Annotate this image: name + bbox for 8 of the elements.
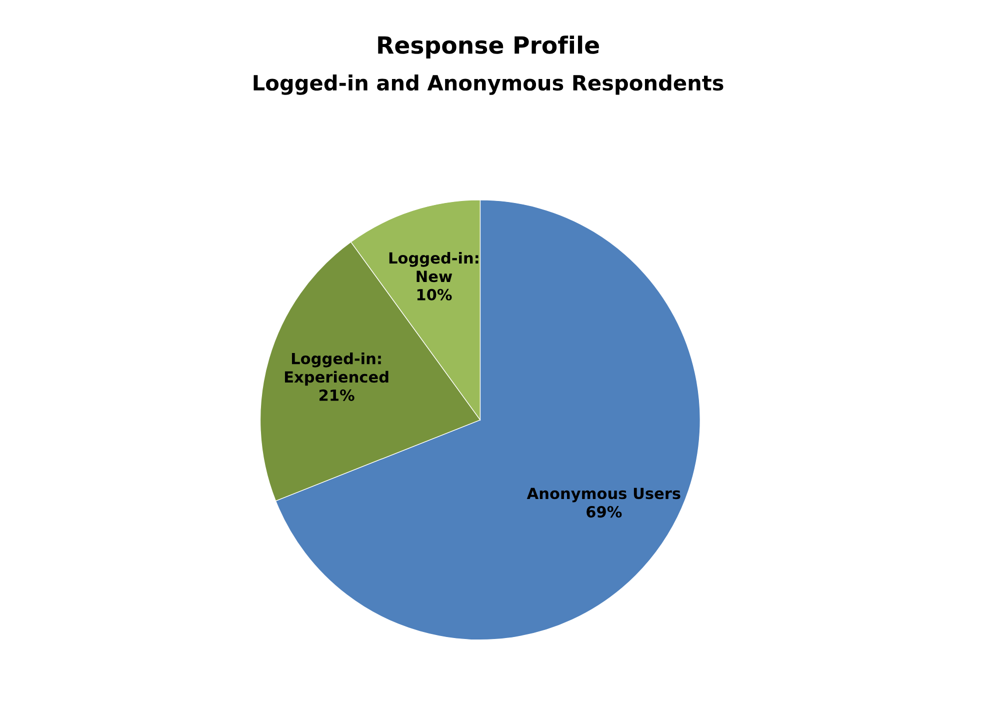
slice-label: Logged-in: New	[389, 252, 478, 282]
slice-label: Anonymous Users	[526, 488, 680, 502]
data-label: 10%	[417, 288, 452, 300]
slice-label: Logged-in: Experienced	[284, 352, 388, 386]
data-label: 21%	[319, 389, 354, 401]
data-label: 69%	[586, 506, 622, 518]
chart-title: Response Profile	[378, 36, 599, 58]
chart-subtitle: Logged-in and Anonymous Respondents	[254, 74, 724, 95]
